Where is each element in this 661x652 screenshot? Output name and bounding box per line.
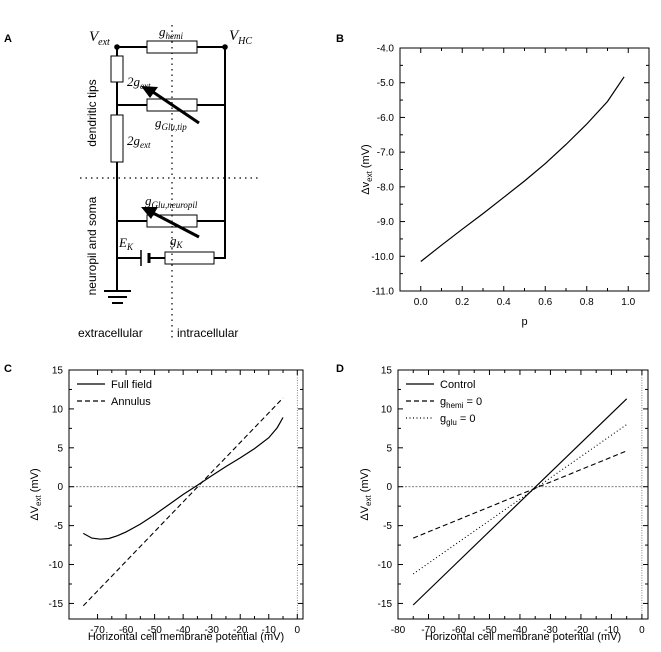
chart-c-ytick-label-4: 5 <box>57 443 63 454</box>
chart-c-ytick-label-2: -5 <box>54 521 63 532</box>
chart-b-ylabel: Δvext (mV) <box>360 144 374 194</box>
chart-b-xtick-label-1: 0.2 <box>455 297 469 308</box>
chart-d-xtick-label-6: -20 <box>574 625 589 636</box>
chart-d-series-1 <box>412 450 627 539</box>
chart-d-xtick-label-4: -40 <box>513 625 528 636</box>
chart-d-ytick-label-1: -10 <box>378 560 393 571</box>
label-g-glu-tip: gGlu,tip <box>155 115 187 132</box>
chart-c-legend-label-0: Full field <box>111 379 152 391</box>
chart-d-xtick-label-3: -50 <box>482 625 497 636</box>
chart-c-frame <box>68 369 304 620</box>
chart-c-xtick-label-2: -50 <box>147 625 162 636</box>
chart-c-ytick-label-6: 15 <box>52 366 64 377</box>
resistor-2g-ext-top <box>110 55 124 83</box>
variable-arrow-tip-head <box>141 86 158 98</box>
label-2g-ext-bottom: 2gext <box>127 133 151 150</box>
chart-c-xtick-label-4: -30 <box>204 625 219 636</box>
label-g-hemi: ghemi <box>159 24 183 41</box>
chart-d-ylabel: ΔVext (mV) <box>359 468 373 520</box>
chart-b-xtick-label-3: 0.6 <box>538 297 552 308</box>
label-g-k: gK <box>170 233 184 250</box>
chart-b-xtick-label-0: 0.0 <box>414 297 428 308</box>
chart-c-legend-label-1: Annulus <box>111 396 151 408</box>
chart-d-legend-label-2: gglu = 0 <box>440 413 475 427</box>
label-extracellular: extracellular <box>78 326 143 340</box>
chart-d-ytick-label-6: 15 <box>381 366 393 377</box>
label-g-glu-neuropil: gGlu,neuropil <box>145 193 198 210</box>
chart-d-xtick-label-2: -60 <box>452 625 467 636</box>
resistor-g-k <box>164 251 215 265</box>
resistor-2g-ext-bottom <box>110 114 124 163</box>
chart-d-ytick-label-5: 10 <box>381 404 393 415</box>
chart-b-frame <box>399 47 650 292</box>
chart-c-ytick-label-1: -10 <box>49 560 64 571</box>
panel-a-letter: A <box>4 33 12 45</box>
chart-b-series-0 <box>420 76 625 262</box>
panel-c-letter: C <box>4 363 12 375</box>
panel-b-letter: B <box>336 33 344 45</box>
chart-c-ytick-label-0: -15 <box>49 599 64 610</box>
label-v-ext: Vext <box>89 29 110 48</box>
chart-d-xtick-label-1: -70 <box>421 625 436 636</box>
chart-b-ytick-label-2: -9.0 <box>377 217 395 228</box>
panel-a: A <box>4 24 258 340</box>
chart-d-xtick-label-5: -30 <box>543 625 558 636</box>
label-2g-ext-top: 2gext <box>127 74 151 91</box>
label-neuropil-and-soma: neuropil and soma <box>85 196 99 295</box>
chart-d-legend-label-1: ghemi = 0 <box>440 396 482 410</box>
label-intracellular: intracellular <box>177 326 238 340</box>
chart-b-ytick-label-5: -6.0 <box>377 113 395 124</box>
node-vhc <box>222 44 228 50</box>
variable-arrow-neuropil-line <box>152 211 200 239</box>
chart-c-ytick-label-3: 0 <box>57 482 63 493</box>
chart-c-xtick-label-6: -10 <box>262 625 277 636</box>
chart-c-ylabel: ΔVext (mV) <box>29 468 43 520</box>
label-dendritic-tips: dendritic tips <box>85 79 99 146</box>
chart-d-series-2 <box>412 424 628 575</box>
chart-c-xtick-label-3: -40 <box>176 625 191 636</box>
panel-d-letter: D <box>336 363 344 375</box>
chart-c-series-0 <box>83 417 284 540</box>
chart-b-ytick-label-7: -4.0 <box>377 44 395 55</box>
chart-c-xtick-label-5: -20 <box>233 625 248 636</box>
chart-d-xtick-label-7: -10 <box>604 625 619 636</box>
chart-b-ytick-label-3: -8.0 <box>377 182 395 193</box>
label-e-k: EK <box>118 235 134 252</box>
chart-d-ytick-label-2: -5 <box>383 521 392 532</box>
chart-d-xtick-label-0: -80 <box>391 625 406 636</box>
chart-b-ytick-label-6: -5.0 <box>377 78 395 89</box>
chart-c-ytick-label-5: 10 <box>52 404 64 415</box>
chart-c-xlabel: Horizontal cell membrane potential (mV) <box>88 631 284 643</box>
chart-d-frame <box>397 369 649 620</box>
chart-b-xtick-label-5: 1.0 <box>621 297 635 308</box>
chart-d-legend-label-0: Control <box>440 379 475 391</box>
chart-c-series-1 <box>82 397 284 607</box>
node-vext <box>114 44 120 50</box>
chart-c-xtick-label-0: -70 <box>90 625 105 636</box>
variable-arrow-tip-line <box>152 90 200 125</box>
label-v-hc: VHC <box>229 28 252 47</box>
chart-b-xlabel: p <box>521 316 527 328</box>
chart-d-series-0 <box>412 398 628 606</box>
variable-arrow-neuropil-head <box>141 207 158 219</box>
chart-d-xlabel: Horizontal cell membrane potential (mV) <box>425 631 621 643</box>
chart-b-ytick-label-4: -7.0 <box>377 148 395 159</box>
circuit-wires <box>104 46 226 304</box>
chart-d-ytick-label-3: 0 <box>386 482 392 493</box>
chart-d-xtick-label-8: 0 <box>639 625 645 636</box>
chart-d-ytick-label-4: 5 <box>386 443 392 454</box>
chart-b: -11.0 -10.0 -9.0 -8.0 -7.0 -6.0 -5.0 -4.0 0.0 0.2… <box>360 44 650 328</box>
chart-b-xtick-label-4: 0.8 <box>580 297 594 308</box>
chart-b-xtick-label-2: 0.4 <box>497 297 511 308</box>
chart-c-xtick-label-1: -60 <box>119 625 134 636</box>
chart-b-ytick-label-1: -10.0 <box>371 252 394 263</box>
chart-d-ytick-label-0: -15 <box>378 599 393 610</box>
chart-b-ytick-label-0: -11.0 <box>372 287 394 298</box>
chart-c-xtick-label-7: 0 <box>295 625 301 636</box>
